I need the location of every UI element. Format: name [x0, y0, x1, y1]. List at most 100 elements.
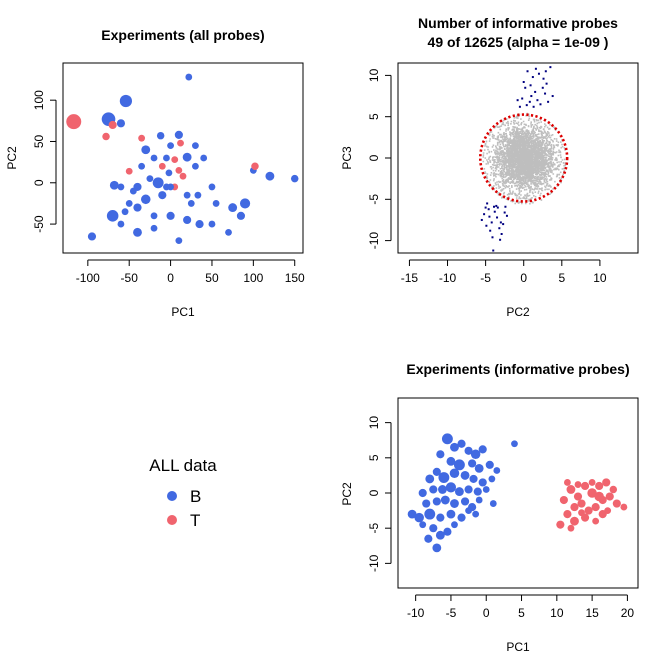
p3-point-b	[445, 482, 457, 493]
p3-point-b	[457, 439, 466, 448]
p1-point-t	[125, 167, 133, 175]
p3-point-b	[473, 487, 482, 496]
p3-point-t	[574, 481, 582, 488]
p3-plot-box	[397, 397, 639, 589]
p1-point-t	[179, 172, 187, 180]
p2-informative-probe	[544, 70, 547, 73]
p3-point-b	[438, 472, 450, 483]
p2-x-tick-label: 5	[558, 271, 565, 285]
p1-point-b	[109, 180, 119, 190]
p1-point-b	[174, 130, 183, 139]
p1-point-b	[150, 154, 158, 162]
p3-point-b	[511, 440, 518, 448]
p3-point-b	[422, 499, 431, 508]
p1-x-tick-label: 0	[167, 271, 174, 285]
p3-point-t	[566, 485, 576, 494]
p3-point-b	[446, 456, 456, 466]
p1-point-t	[102, 132, 110, 141]
p1-point-b	[163, 154, 170, 162]
p2-informative-probe	[525, 104, 528, 107]
p2-informative-probe	[524, 86, 527, 89]
p1-point-b	[119, 94, 133, 108]
p2-subtitle: 49 of 12625 (alpha = 1e-09 )	[428, 34, 609, 50]
p2-informative-probe	[521, 97, 524, 100]
p2-informative-probe	[539, 103, 542, 106]
p1-point-b	[146, 175, 154, 183]
p3-point-b	[438, 485, 447, 494]
p1-point-b	[167, 183, 174, 191]
p2-informative-probe	[496, 216, 499, 219]
p3-point-b	[436, 450, 445, 459]
p3-point-t	[584, 506, 593, 515]
legend: ALL data B T	[149, 456, 217, 530]
p3-point-b	[460, 497, 470, 506]
p3-point-t	[602, 478, 611, 487]
p1-point-b	[152, 177, 164, 189]
p1-x-tick-label: 50	[205, 271, 219, 285]
p3-point-b	[482, 486, 490, 493]
p3-x-ticks: -10 -5 0 5 10 15 20	[407, 594, 634, 620]
p1-point-t	[108, 120, 117, 130]
p2-informative-probe	[526, 70, 529, 73]
p1-point-b	[265, 171, 275, 181]
p3-point-b	[419, 521, 427, 529]
p1-x-label: PC1	[171, 305, 195, 319]
p2-title: Number of informative probes	[418, 15, 618, 31]
p1-points	[66, 73, 299, 245]
p2-threshold-circle	[478, 113, 569, 203]
legend-label-b: B	[190, 487, 201, 506]
panel-experiments-all-probes: Experiments (all probes) -100 -50 0 50 100 15…	[5, 27, 305, 319]
p1-y-label: PC2	[5, 146, 19, 170]
p2-x-tick-label: -15	[401, 271, 419, 285]
p1-x-tick-label: -50	[121, 271, 139, 285]
p3-point-t	[609, 485, 618, 494]
p2-informative-probe	[488, 215, 491, 218]
p2-informative-probe	[518, 105, 521, 108]
p2-informative-probe	[483, 213, 486, 216]
p1-point-b	[138, 162, 146, 170]
p3-point-b	[474, 463, 484, 473]
p2-informative-probe	[496, 206, 499, 209]
p1-point-b	[167, 142, 174, 150]
p1-point-b	[156, 131, 165, 140]
p2-informative-probe	[516, 99, 519, 102]
p1-point-b	[150, 224, 158, 232]
p2-informative-probe	[499, 238, 502, 241]
p1-point-b	[141, 145, 151, 155]
p3-point-t	[570, 502, 579, 512]
p1-point-b	[87, 232, 97, 241]
p3-x-tick-label: 15	[585, 606, 599, 620]
p3-point-t	[592, 517, 600, 525]
p3-point-t	[591, 502, 600, 512]
p3-point-b	[478, 445, 487, 454]
p1-point-b	[192, 162, 199, 170]
p2-y-ticks: -10 -5 0 5 10	[367, 68, 392, 249]
p2-x-tick-label: -5	[480, 271, 491, 285]
p1-x-tick-label: 150	[285, 271, 305, 285]
p1-point-t	[158, 162, 166, 170]
p2-y-tick-label: 0	[367, 154, 381, 161]
p2-informative-probe	[542, 77, 545, 80]
p1-plot-box	[62, 62, 304, 254]
p3-y-tick-label: 5	[367, 454, 381, 461]
p1-x-ticks: -100 -50 0 50 100 150	[76, 259, 305, 285]
p3-point-t	[567, 524, 575, 532]
p2-informative-probe	[500, 233, 503, 235]
p1-point-t	[138, 134, 146, 142]
p2-informative-probe	[505, 214, 508, 217]
p1-point-b	[175, 237, 183, 245]
p1-point-b	[165, 169, 173, 177]
p1-point-b	[158, 191, 167, 200]
p3-point-b	[429, 485, 438, 494]
p2-informative-probe	[544, 92, 547, 95]
p3-x-tick-label: 5	[518, 606, 525, 620]
p1-point-b	[150, 212, 158, 220]
p3-point-b	[435, 530, 445, 540]
p2-informative-probe	[484, 206, 487, 209]
p3-point-b	[493, 467, 501, 474]
p3-point-t	[578, 509, 585, 517]
p1-point-b	[208, 220, 216, 228]
p2-informative-probe	[499, 221, 502, 224]
p3-y-ticks: -10 -5 0 5 10	[367, 416, 392, 572]
